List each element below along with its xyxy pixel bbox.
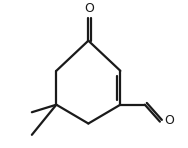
Text: O: O [85, 2, 95, 15]
Text: O: O [164, 114, 174, 127]
